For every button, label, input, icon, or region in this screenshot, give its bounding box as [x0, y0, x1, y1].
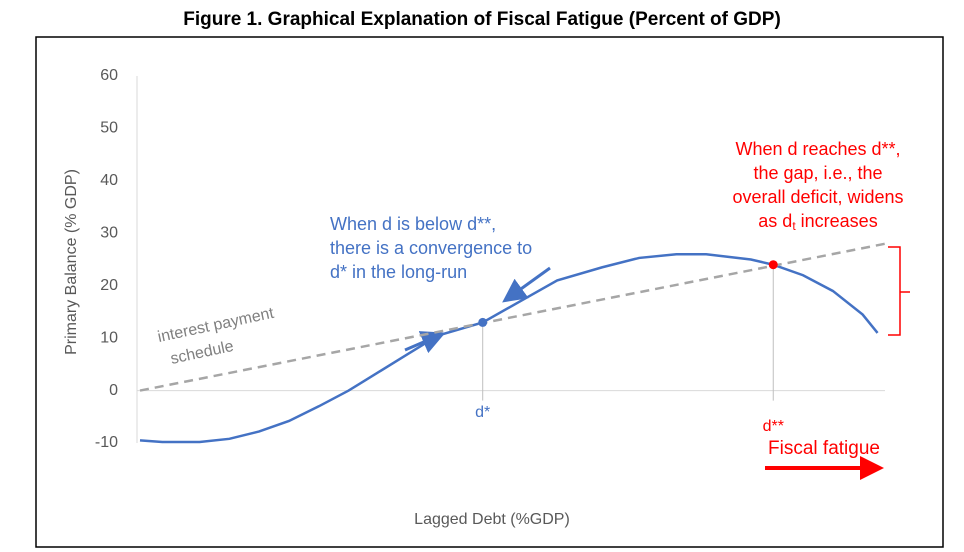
point-label: d*: [475, 404, 490, 421]
annotation: When d is below d**,: [330, 214, 496, 234]
bracket: [888, 246, 910, 336]
point: [768, 260, 778, 270]
annotation: schedule: [169, 338, 235, 368]
annotation: the gap, i.e., the: [753, 163, 882, 183]
annotation: there is a convergence to: [330, 238, 532, 258]
y-tick-label: 50: [100, 120, 118, 137]
y-tick-label: 10: [100, 329, 118, 346]
y-tick-label: 20: [100, 277, 118, 294]
y-tick-label: 0: [109, 382, 118, 399]
y-tick-label: 40: [100, 172, 118, 189]
annotation: Fiscal fatigue: [768, 438, 880, 459]
y-tick-label: 60: [100, 67, 118, 84]
point-label: d**: [763, 418, 784, 435]
point: [478, 317, 488, 327]
annotation: When d reaches d**,: [735, 139, 900, 159]
x-axis-label: Lagged Debt (%GDP): [414, 511, 570, 528]
annotation: overall deficit, widens: [732, 187, 903, 207]
annotation-part: as d: [758, 211, 792, 231]
interest-line: [139, 242, 886, 392]
annotation: interest payment: [156, 305, 276, 346]
y-tick-label: -10: [95, 434, 118, 451]
annotation: as dt increases: [758, 211, 877, 233]
chart-title: Figure 1. Graphical Explanation of Fisca…: [183, 9, 781, 30]
y-axis-label: Primary Balance (% GDP): [63, 169, 80, 355]
frame: [35, 36, 944, 548]
y-tick-label: 30: [100, 225, 118, 242]
annotation-part: increases: [796, 211, 878, 231]
annotation-part: t: [792, 219, 796, 233]
balance-line: [139, 253, 879, 444]
arrow: [502, 266, 551, 303]
annotation: d* in the long-run: [330, 262, 467, 282]
